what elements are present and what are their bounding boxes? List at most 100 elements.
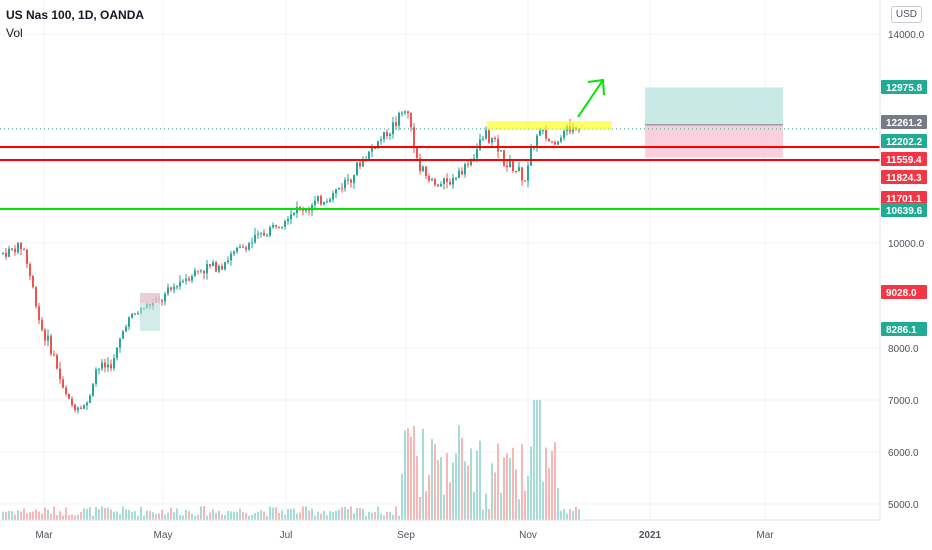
chart-plot-area[interactable] [0,0,880,520]
volume-bar [203,506,205,520]
price-badge-background [881,152,927,166]
candle-body [512,161,514,172]
volume-bar [209,512,211,520]
volume-bar [401,473,403,520]
candle-body [335,189,337,194]
volume-bar [146,510,148,520]
candle-body [371,147,373,152]
volume-bar [5,511,7,520]
price-axis[interactable]: 14000.0 10000.0 9028.0 8000.0 7000.0 6000.0 50… [888,30,925,511]
currency-button[interactable]: USD [890,6,922,23]
volume-bar [407,428,409,520]
price-badge-background [881,203,927,217]
candle-body [11,248,13,250]
candle-body [218,266,220,272]
volume-bar [428,474,430,520]
candle-body [236,247,238,252]
volume-bar [527,476,529,520]
volume-bar [461,437,463,520]
candle-body [29,264,31,276]
candle-body [80,407,82,409]
time-axis[interactable]: Mar May Jul Sep Nov 2021 Mar [35,530,774,541]
candle-body [434,179,436,185]
volume-bar [275,507,277,520]
volume-bar [137,515,139,520]
price-badge: 12261.2 [881,115,927,129]
volume-bar [92,515,94,520]
candle-body [221,266,223,270]
volume-bar [446,453,448,520]
candle-body [452,178,454,185]
volume-bar [392,515,394,520]
candle-body [551,141,553,143]
candle-body [209,264,211,266]
volume-bar [575,507,577,520]
volume-bar [491,463,493,520]
volume-bar [533,400,535,520]
candle-body [560,137,562,142]
price-badge-label: 11824.3 [886,173,922,184]
candle-body [530,147,532,166]
volume-bar [557,488,559,520]
candle-body [494,137,496,139]
volume-bar [107,507,109,520]
candle-body [269,227,271,236]
candle-body [227,260,229,263]
volume-bar [134,511,136,520]
volume-label: Vol [6,26,23,40]
volume-bar [350,506,352,520]
volume-bar [371,512,373,520]
chart-title: US Nas 100, 1D, OANDA [6,8,145,22]
candle-body [248,243,250,250]
candle-body [461,170,463,175]
candle-body [455,177,457,179]
candle-body [332,193,334,200]
candle-body [71,398,73,405]
time-tick-label: 2021 [639,530,662,541]
volume-bar [260,510,262,520]
candle-body [467,164,469,166]
price-badge-label: 12261.2 [886,118,923,129]
volume-bar [542,481,544,520]
volume-bar [410,436,412,520]
candle-body [524,180,526,182]
volume-bar [140,506,142,520]
volume-bar [269,506,271,520]
volume-bar [524,490,526,520]
long-position-target-zone [645,87,783,125]
candle-body [353,174,355,183]
chart-drawings [0,78,880,331]
candle-body [44,329,46,341]
candle-body [104,362,106,368]
volume-bar [11,511,13,520]
volume-bar [551,450,553,520]
volume-bar [383,515,385,520]
volume-bar [458,425,460,520]
candle-body [545,129,547,139]
volume-bar [332,511,334,520]
candle-body [284,221,286,227]
candle-body [287,219,289,222]
volume-bar [560,510,562,520]
volume-bar [143,515,145,520]
volume-bar [419,496,421,520]
volume-bar [497,443,499,520]
breakout-arrow-shaft [577,79,604,118]
candle-body [173,286,175,290]
candle-body [26,249,28,265]
candle-body [122,331,124,339]
candle-body [509,161,511,168]
candle-body [542,129,544,131]
price-badge-background [881,285,927,299]
volume-bar [572,510,574,520]
volume-bar [248,515,250,520]
candle-body [293,213,295,215]
candle-body [536,135,538,147]
candle-body [245,247,247,250]
time-tick-label: Mar [35,530,53,541]
volume-bar [116,511,118,520]
time-tick-label: May [154,530,173,541]
volume-bar [434,444,436,520]
candle-body [386,132,388,137]
